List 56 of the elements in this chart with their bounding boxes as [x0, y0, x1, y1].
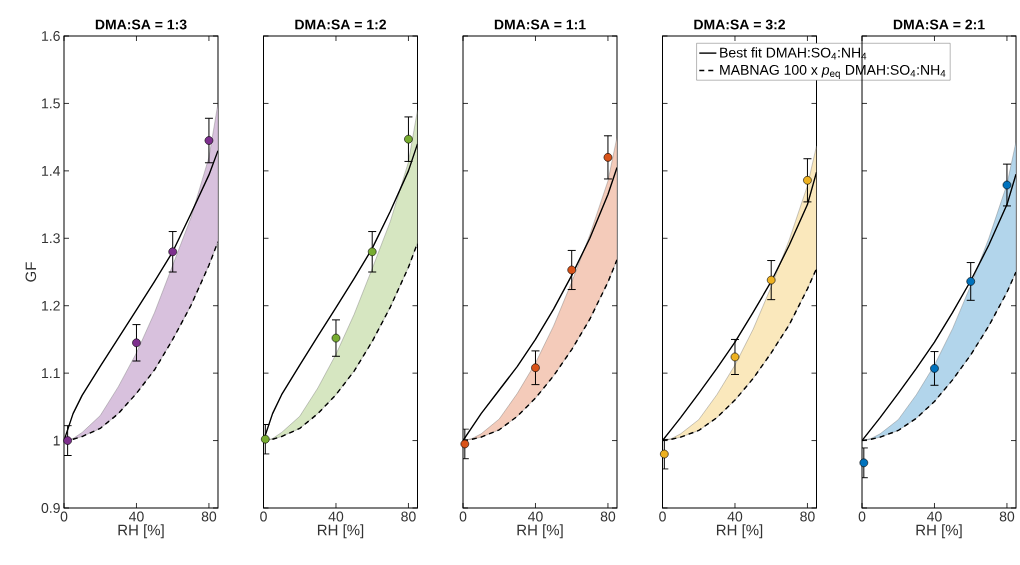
- point: [460, 439, 470, 449]
- x-tick-label: 40: [328, 511, 344, 522]
- point: [404, 134, 413, 144]
- x-tick-label: 40: [528, 511, 543, 522]
- point: [660, 449, 669, 459]
- chart-title: DMA:SA = 2:1: [893, 19, 985, 30]
- point: [531, 363, 540, 373]
- point: [730, 352, 740, 362]
- point: [132, 338, 141, 348]
- x-tick-label: 40: [129, 511, 144, 522]
- point: [603, 153, 613, 162]
- x-tick-label: 0: [858, 511, 866, 522]
- point: [766, 275, 776, 285]
- x-tick-label: 80: [600, 511, 616, 522]
- point: [966, 277, 976, 286]
- point: [367, 247, 377, 257]
- chart-title: DMA:SA = 1:3: [95, 19, 187, 30]
- x-tick-label: 80: [401, 511, 416, 522]
- x-tick-label: 80: [201, 511, 217, 522]
- x-tick-label: 0: [60, 511, 68, 522]
- x-axis-title: RH [%]: [517, 524, 563, 539]
- x-tick-label: 0: [459, 511, 467, 522]
- point: [567, 265, 577, 275]
- point: [168, 247, 177, 257]
- point: [204, 136, 214, 145]
- y-axis-title: GF: [25, 262, 37, 282]
- y-tick-label: 1.1: [42, 368, 60, 378]
- point: [331, 333, 341, 343]
- point: [930, 364, 939, 373]
- y-tick-label: 1.6: [42, 31, 60, 41]
- chart-title: DMA:SA = 1:1: [494, 19, 586, 30]
- y-tick-label: 1.4: [42, 166, 61, 176]
- x-tick-label: 0: [659, 511, 666, 522]
- x-axis-title: RH [%]: [716, 524, 763, 539]
- y-tick-label: 0.9: [41, 503, 60, 513]
- y-tick-label: 1.2: [42, 300, 60, 311]
- point: [803, 176, 812, 185]
- y-tick-label: 1: [53, 435, 60, 446]
- x-tick-label: 0: [260, 511, 267, 522]
- point: [261, 434, 270, 444]
- x-tick-label: 40: [927, 511, 942, 522]
- x-axis-title: RH [%]: [317, 524, 364, 539]
- legend-label: Best fit DMAH:SO$_{4}$:NH$_{4}$: [720, 47, 867, 60]
- chart-title: DMA:SA = 3:2: [694, 19, 786, 30]
- x-axis-title: RH [%]: [118, 524, 164, 539]
- point: [1002, 180, 1012, 190]
- chart-title: DMA:SA = 1:2: [295, 19, 387, 30]
- x-axis-title: RH [%]: [916, 524, 962, 539]
- legend-label: MABNAG 100 x p$_{eq}$ DMAH:SO$_{4}$:NH$_{4}$: [720, 64, 946, 79]
- y-tick-label: 1.3: [42, 233, 60, 244]
- point: [63, 436, 72, 445]
- y-tick-label: 1.5: [42, 98, 60, 109]
- x-tick-label: 80: [800, 511, 815, 522]
- point: [859, 458, 869, 468]
- x-tick-label: 40: [727, 511, 743, 522]
- x-tick-label: 80: [999, 511, 1015, 522]
